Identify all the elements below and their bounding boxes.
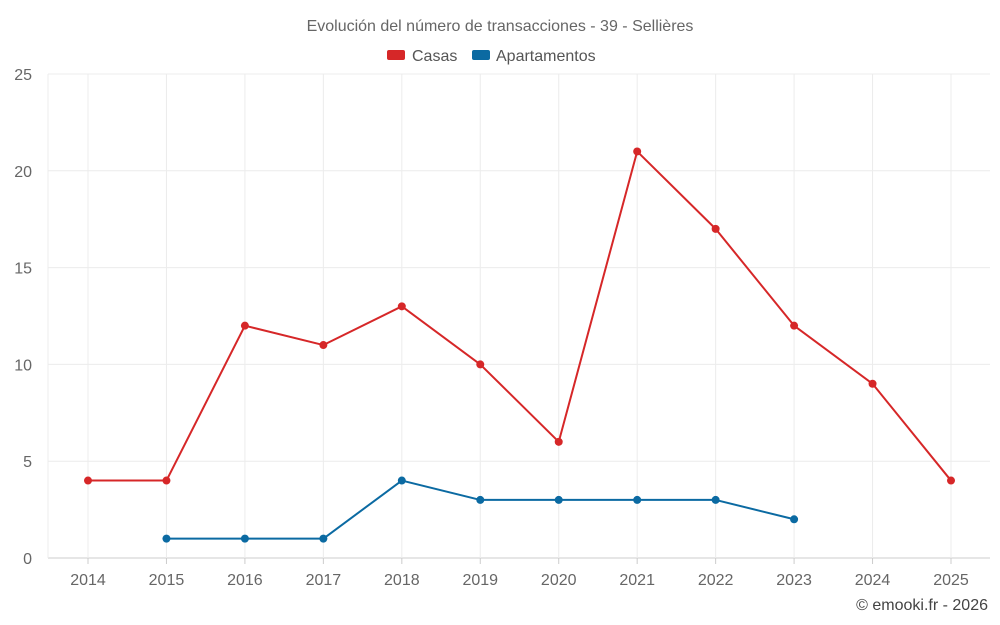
series-apartamentos <box>162 476 799 543</box>
data-point-casas-2018[interactable] <box>397 302 406 311</box>
data-point-apartamentos-2018[interactable] <box>397 476 406 485</box>
y-tick-label: 0 <box>23 551 32 568</box>
data-point-casas-2016[interactable] <box>240 321 249 330</box>
data-point-casas-2020[interactable] <box>554 437 563 446</box>
legend-label-casas[interactable]: Casas <box>412 48 457 65</box>
series-layer <box>84 147 955 543</box>
x-tick-label: 2018 <box>384 572 420 589</box>
x-tick-label: 2025 <box>933 572 969 589</box>
data-point-apartamentos-2017[interactable] <box>319 534 328 543</box>
data-point-apartamentos-2023[interactable] <box>790 515 799 524</box>
y-tick-label: 10 <box>14 357 32 374</box>
x-tick-label: 2015 <box>149 572 185 589</box>
x-tick-label: 2020 <box>541 572 577 589</box>
data-point-casas-2025[interactable] <box>947 476 955 485</box>
chart-title: Evolución del número de transacciones - … <box>307 18 694 35</box>
x-tick-label: 2017 <box>306 572 342 589</box>
data-point-casas-2017[interactable] <box>319 341 328 350</box>
x-axis-ticks: 2014 2015 2016 2017 2018 2019 2020 2021 2022 2023… <box>70 558 969 589</box>
data-point-casas-2024[interactable] <box>868 379 877 388</box>
data-point-apartamentos-2019[interactable] <box>476 495 485 504</box>
y-tick-label: 5 <box>23 454 32 471</box>
data-point-apartamentos-2016[interactable] <box>240 534 249 543</box>
x-tick-label: 2023 <box>776 572 812 589</box>
x-tick-label: 2019 <box>462 572 498 589</box>
y-tick-label: 25 <box>14 67 32 84</box>
data-point-apartamentos-2021[interactable] <box>633 495 642 504</box>
data-point-casas-2022[interactable] <box>711 224 720 233</box>
x-tick-label: 2016 <box>227 572 263 589</box>
data-point-apartamentos-2020[interactable] <box>554 495 563 504</box>
data-point-apartamentos-2015[interactable] <box>162 534 171 543</box>
data-point-apartamentos-2022[interactable] <box>711 495 720 504</box>
x-tick-label: 2022 <box>698 572 734 589</box>
x-tick-label: 2014 <box>70 572 106 589</box>
x-tick-label: 2021 <box>619 572 655 589</box>
data-point-casas-2021[interactable] <box>633 147 642 156</box>
y-tick-label: 15 <box>14 261 32 278</box>
legend-swatch-casas[interactable] <box>387 50 405 60</box>
y-tick-label: 20 <box>14 164 32 181</box>
grid <box>47 73 990 559</box>
series-line-casas <box>88 150 952 482</box>
x-tick-label: 2024 <box>855 572 891 589</box>
data-point-casas-2019[interactable] <box>476 360 485 369</box>
data-point-casas-2014[interactable] <box>84 476 92 485</box>
legend[interactable]: Casas Apartamentos <box>387 48 596 65</box>
data-point-casas-2023[interactable] <box>790 321 799 330</box>
data-point-casas-2015[interactable] <box>162 476 171 485</box>
credit-text: © emooki.fr - 2026 <box>856 597 988 614</box>
legend-swatch-apartamentos[interactable] <box>472 50 490 60</box>
series-casas <box>84 147 955 485</box>
legend-label-apartamentos[interactable]: Apartamentos <box>496 48 596 65</box>
y-axis-ticks: 0 5 10 15 20 25 <box>14 67 32 568</box>
